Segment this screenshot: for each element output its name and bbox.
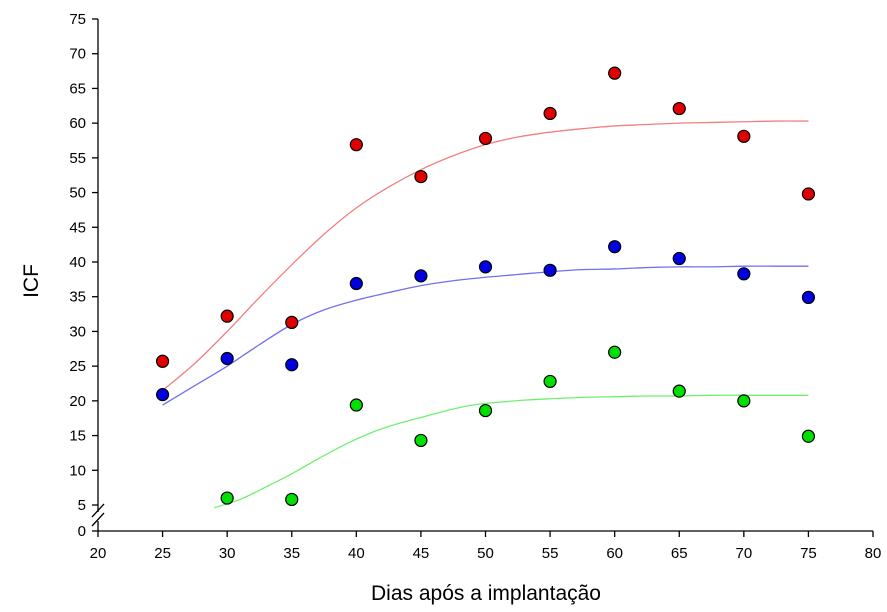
y-tick-label: 60	[69, 115, 86, 132]
y-tick-label: 55	[69, 150, 86, 167]
data-point	[608, 240, 622, 254]
y-tick-label: 65	[69, 80, 86, 97]
y-axis-ticks: 0 5 10 15 20 25 30 35 40 45 50 55 60 65 70 75	[69, 11, 98, 540]
data-point	[285, 315, 299, 330]
x-tick-label: 60	[606, 545, 623, 562]
y-tick-label: 45	[69, 219, 86, 236]
data-point	[414, 170, 428, 184]
data-point	[543, 374, 557, 389]
fit-curve	[162, 265, 809, 406]
x-tick-label: 20	[90, 545, 107, 562]
y-tick-label: 50	[69, 185, 86, 202]
data-point	[220, 491, 234, 505]
data-point	[672, 251, 686, 266]
y-axis-title: ICF	[20, 264, 43, 298]
axes	[91, 19, 873, 532]
y-tick-label: 35	[69, 289, 86, 306]
data-point	[543, 106, 557, 121]
y-tick-label: 75	[69, 11, 86, 28]
y-tick-label: 40	[69, 254, 86, 271]
data-point	[737, 394, 751, 408]
data-point	[478, 403, 493, 418]
fit-curve	[162, 120, 809, 391]
data-point	[220, 351, 234, 366]
y-tick-label: 30	[69, 323, 86, 340]
data-point	[737, 129, 751, 143]
data-point	[414, 433, 428, 448]
y-tick-label: 0	[78, 523, 86, 540]
x-axis-ticks: 20 25 30 35 40 45 50 55 60 65 70 75 80	[90, 531, 882, 562]
data-point	[801, 290, 816, 305]
data-point	[737, 267, 751, 281]
x-tick-label: 70	[735, 545, 752, 562]
data-point	[220, 309, 234, 323]
y-tick-label: 20	[69, 393, 86, 410]
data-point	[801, 187, 816, 201]
axis-break-mark	[91, 503, 105, 518]
y-tick-label: 70	[69, 46, 86, 63]
data-point	[349, 138, 363, 152]
data-points	[155, 66, 816, 507]
data-point	[608, 66, 622, 80]
x-tick-label: 30	[219, 545, 236, 562]
data-point	[543, 263, 557, 277]
x-tick-label: 50	[477, 545, 494, 562]
fit-curves	[162, 120, 809, 509]
data-point	[349, 398, 363, 412]
x-tick-label: 45	[413, 545, 430, 562]
data-point	[801, 429, 816, 443]
data-point	[155, 388, 170, 402]
data-point	[285, 358, 299, 372]
y-tick-label: 5	[78, 497, 86, 514]
y-tick-label: 25	[69, 358, 86, 375]
x-tick-label: 65	[671, 545, 688, 562]
data-point	[349, 276, 363, 291]
data-point	[478, 260, 493, 274]
data-point	[155, 354, 170, 368]
x-tick-label: 75	[800, 545, 817, 562]
fit-curve	[214, 394, 809, 509]
x-tick-label: 35	[283, 545, 300, 562]
x-tick-label: 40	[348, 545, 365, 562]
data-point	[672, 384, 686, 398]
data-point	[672, 101, 686, 116]
x-axis-title: Dias após a implantação	[371, 582, 601, 605]
x-tick-label: 55	[542, 545, 559, 562]
data-point	[608, 345, 622, 359]
data-point	[478, 131, 493, 146]
data-point	[414, 269, 428, 283]
x-tick-label: 25	[154, 545, 171, 562]
y-tick-label: 10	[69, 462, 86, 479]
data-point	[285, 492, 299, 507]
y-tick-label: 15	[69, 428, 86, 445]
axis-break-mark	[91, 512, 105, 527]
x-tick-label: 80	[865, 545, 882, 562]
